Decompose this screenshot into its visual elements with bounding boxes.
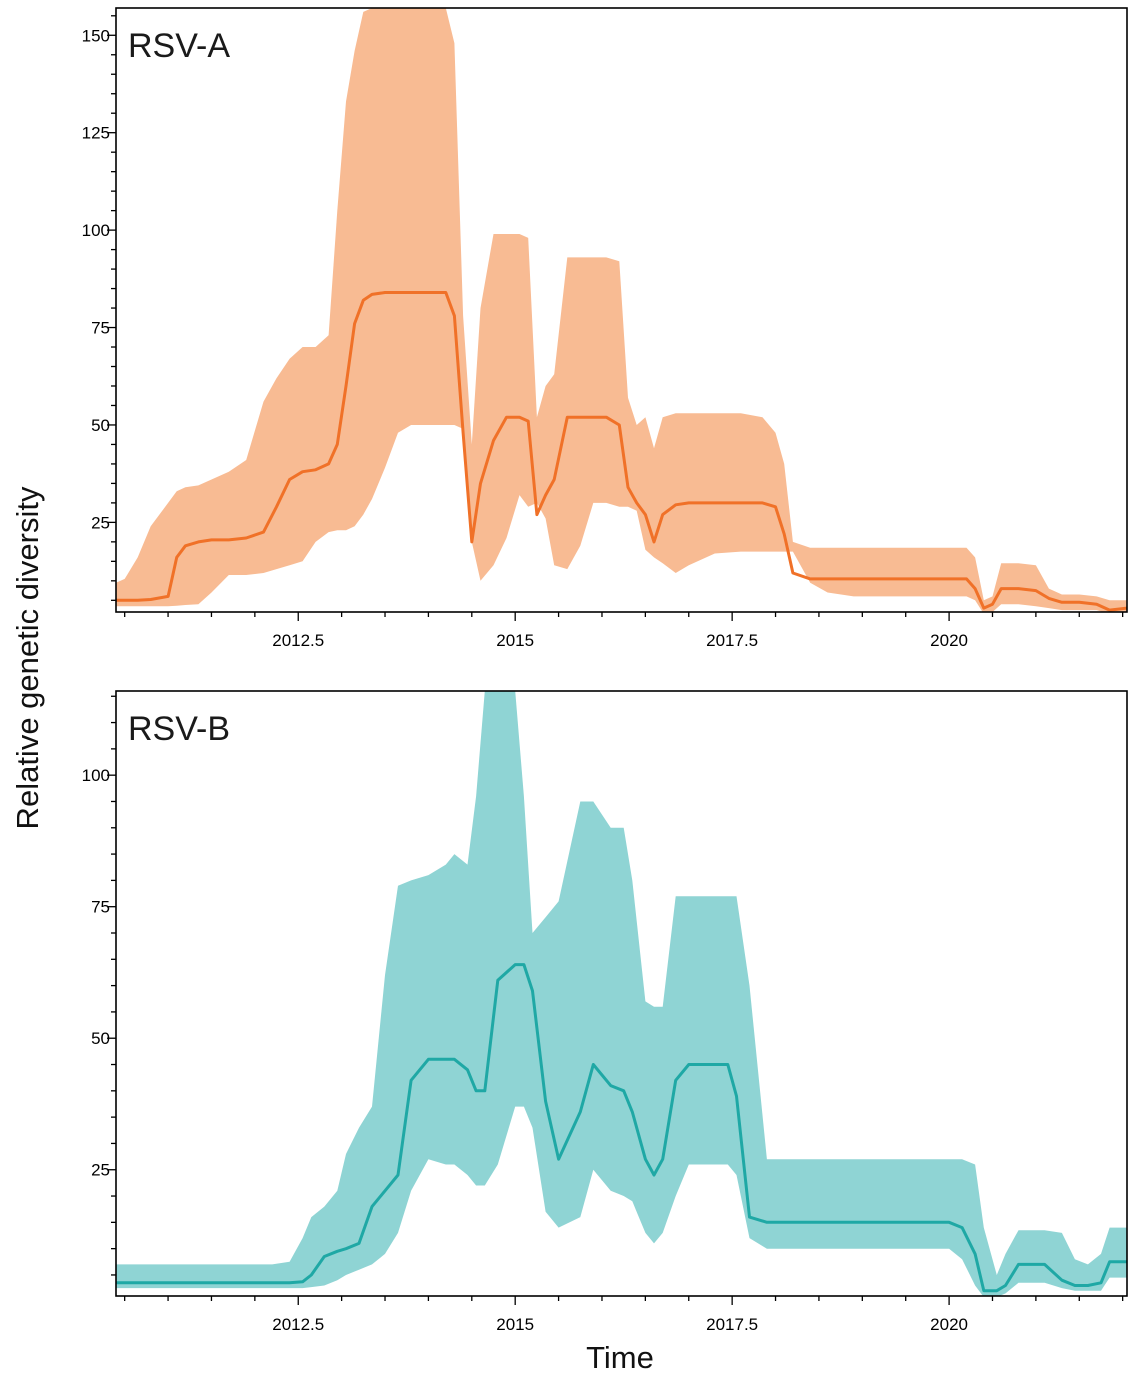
panel-rsv-a: 25 50 75 100 125 150 2012.5 2015 2017.5 2020 RSV-A (82, 7, 1128, 650)
x-tick-label: 2012.5 (272, 1315, 324, 1334)
rsv-a-panel-label: RSV-A (128, 27, 230, 65)
rsv-a-interval-band (116, 8, 1127, 612)
y-axis-title: Relative genetic diversity (10, 486, 45, 829)
rsv-a-median-line (116, 291, 1127, 612)
x-tick-label: 2017.5 (706, 631, 758, 650)
panel-rsv-b: 25 50 75 100 2012.5 2015 2017.5 2020 RSV-B (82, 690, 1128, 1334)
x-tick-label: 2020 (930, 1315, 968, 1334)
y-tick-label: 75 (91, 898, 110, 917)
rsv-a-plot-frame (115, 7, 1128, 613)
y-tick-label: 25 (91, 1161, 110, 1180)
x-axis-title: Time (586, 1340, 654, 1375)
y-tick-label: 150 (82, 26, 110, 45)
x-tick-label: 2012.5 (272, 631, 324, 650)
y-tick-label: 50 (91, 1029, 110, 1048)
y-tick-label: 50 (91, 416, 110, 435)
x-tick-label: 2015 (496, 1315, 534, 1334)
rsv-b-interval-band (116, 691, 1127, 1296)
y-tick-label: 25 (91, 513, 110, 532)
rsv-b-panel-label: RSV-B (128, 710, 230, 748)
x-tick-label: 2015 (496, 631, 534, 650)
y-tick-label: 75 (91, 319, 110, 338)
x-tick-label: 2020 (930, 631, 968, 650)
x-tick-label: 2017.5 (706, 1315, 758, 1334)
rsv-b-plot-frame (115, 690, 1128, 1297)
rsv-b-median-line (116, 963, 1127, 1293)
y-tick-label: 125 (82, 124, 110, 143)
y-tick-label: 100 (82, 766, 110, 785)
y-tick-label: 100 (82, 221, 110, 240)
